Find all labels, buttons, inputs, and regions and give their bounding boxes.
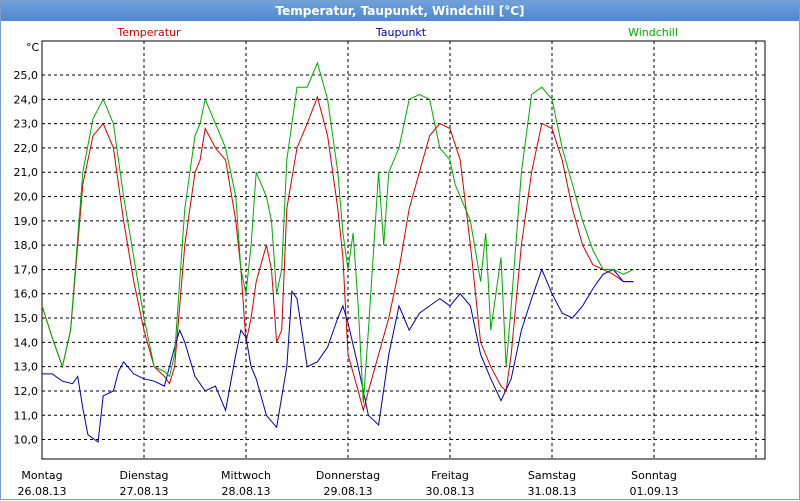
axes: 10,0 11,0 12,0 13,0 14,0 15,0 16,0 17,0 18,0 19,0… <box>14 40 766 498</box>
y-tick-label: 22,0 <box>14 142 39 155</box>
legend-item-temperatur: Temperatur <box>116 26 181 39</box>
x-tick-date: 30.08.13 <box>426 485 475 498</box>
x-tick-day: Sonntag <box>631 469 677 482</box>
series-line-temperatur <box>41 95 634 413</box>
x-tick-date: 31.08.13 <box>528 485 577 498</box>
y-tick-label: 25,0 <box>14 69 39 82</box>
y-tick-label: 12,0 <box>14 385 39 398</box>
legend-item-taupunkt: Taupunkt <box>375 26 427 39</box>
y-tick-label: 24,0 <box>14 93 39 106</box>
x-tick-day: Dienstag <box>119 469 168 482</box>
chart-title: Temperatur, Taupunkt, Windchill [°C] <box>1 1 799 21</box>
y-tick-label: 19,0 <box>14 215 39 228</box>
x-tick-date: 28.08.13 <box>222 485 271 498</box>
legend-item-windchill: Windchill <box>628 26 678 39</box>
y-tick-label: 23,0 <box>14 118 39 131</box>
y-tick-label: 15,0 <box>14 312 39 325</box>
grid <box>42 41 765 459</box>
y-tick-label: 17,0 <box>14 263 39 276</box>
y-tick-label: 13,0 <box>14 361 39 374</box>
x-tick-date: 29.08.13 <box>324 485 373 498</box>
series-line-windchill <box>41 61 634 404</box>
y-tick-label: 20,0 <box>14 191 39 204</box>
x-tick-day: Donnerstag <box>316 469 380 482</box>
y-tick-label: 18,0 <box>14 239 39 252</box>
legend: Temperatur Taupunkt Windchill <box>116 26 678 39</box>
x-tick-day: Freitag <box>431 469 469 482</box>
plot-frame <box>41 40 766 460</box>
y-tick-label: 11,0 <box>14 409 39 422</box>
series-lines <box>41 61 634 443</box>
y-tick-label: 16,0 <box>14 288 39 301</box>
x-tick-date: 27.08.13 <box>120 485 169 498</box>
y-tick-label: 21,0 <box>14 166 39 179</box>
x-tick-date: 01.09.13 <box>630 485 679 498</box>
y-unit-label: °C <box>26 41 40 54</box>
y-tick-label: 10,0 <box>14 434 39 447</box>
series-line-taupunkt <box>42 268 634 443</box>
x-tick-day: Montag <box>21 469 62 482</box>
x-tick-day: Mittwoch <box>221 469 271 482</box>
x-tick-day: Samstag <box>528 469 576 482</box>
y-tick-label: 14,0 <box>14 336 39 349</box>
x-tick-date: 26.08.13 <box>18 485 67 498</box>
